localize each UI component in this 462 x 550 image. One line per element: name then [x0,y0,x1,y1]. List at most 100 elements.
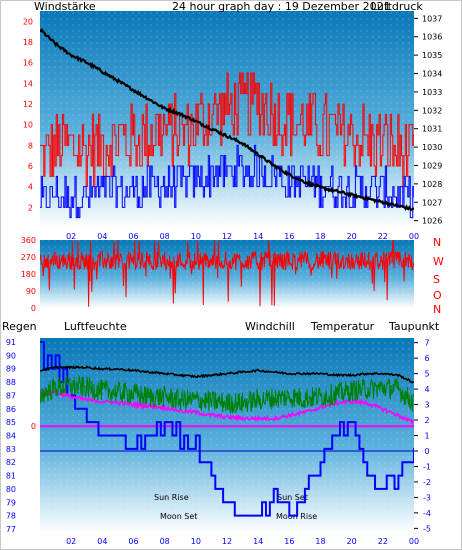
x-tick-label-bottom: 02 [66,537,76,546]
legend-taupunkt: Taupunkt [388,320,440,333]
x-tick-label-top: 22 [378,232,388,241]
x-tick-label-top: 14 [253,232,263,241]
x-tick-label-top: 12 [222,232,232,241]
humidity-tick-label: 82 [6,458,16,467]
wind-tick-label: 16 [23,59,33,68]
pressure-tick-label: 1027 [422,198,442,207]
x-tick-label-bottom: 12 [222,537,232,546]
compass-label: O [433,289,442,302]
wind-tick-label: 4 [28,183,33,192]
temperature-series [40,365,414,384]
pressure-tick-label: 1035 [422,51,442,60]
temp-tick-label: -1 [423,462,431,471]
rain-tick-label: 0 [31,422,36,431]
humidity-tick-label: 83 [6,445,16,454]
wind-direction-series [40,240,414,307]
wind-pressure-plot [40,28,414,219]
humidity-tick-label: 84 [6,432,16,441]
x-tick-label-top: 00 [409,232,419,241]
pressure-series [40,28,414,212]
humidity-tick-label: 89 [6,365,16,374]
compass-label: N [433,303,441,316]
sun-rise-label: Sun Rise [154,493,189,502]
x-tick-label-bottom: 10 [191,537,201,546]
compass-label: S [433,273,440,286]
temp-tick-label: 0 [424,447,429,456]
x-tick-label-bottom: 14 [253,537,263,546]
x-tick-label-top: 20 [347,232,357,241]
legend-windchill: Windchill [245,320,295,333]
dewpoint-series [40,388,414,426]
wind-tick-label: 2 [28,203,33,212]
humidity-tick-label: 87 [6,391,16,400]
humidity-tick-label: 86 [6,405,16,414]
pressure-tick-label: 1032 [422,106,442,115]
x-tick-label-top: 10 [191,232,201,241]
temp-tick-label: 5 [424,370,429,379]
x-tick-label-bottom: 04 [97,537,107,546]
x-tick-label-bottom: 22 [378,537,388,546]
temp-tick-label: 3 [424,401,429,410]
temp-tick-label: -5 [423,524,431,533]
legend-luftfeuchte: Luftfeuchte [64,320,127,333]
direction-tick-label: 270 [21,253,36,262]
x-tick-label-top: 06 [128,232,138,241]
temp-humidity-plot [40,341,414,517]
pressure-tick-label: 1034 [422,70,442,79]
humidity-tick-label: 90 [6,351,16,360]
legend-temperatur: Temperatur [310,320,375,333]
x-tick-label-bottom: 20 [347,537,357,546]
x-tick-label-bottom: 16 [284,537,294,546]
graph-title: 24 hour graph day : 19 Dezember 2021 [172,0,391,13]
humidity-tick-label: 77 [6,525,16,534]
x-tick-label-bottom: 06 [128,537,138,546]
moon-set-label: Moon Set [160,512,197,521]
wind-tick-label: 8 [28,141,33,150]
direction-tick-label: 360 [21,236,36,245]
wind-tick-label: 6 [28,162,33,171]
wind-direction-plot [40,240,414,307]
temp-tick-label: 1 [424,432,429,441]
temp-tick-label: 6 [424,354,429,363]
humidity-tick-label: 81 [6,472,16,481]
pressure-tick-label: 1030 [422,143,442,152]
x-tick-label-bottom: 08 [160,537,170,546]
x-tick-label-top: 08 [160,232,170,241]
wind-tick-label: 14 [23,79,33,88]
luftdruck-label: Luftdruck [371,0,423,13]
humidity-tick-label: 88 [6,378,16,387]
humidity-series [40,341,414,517]
temp-tick-label: -3 [423,493,431,502]
wind-average-series [40,144,414,219]
direction-tick-label: 180 [21,270,36,279]
pressure-tick-label: 1029 [422,161,442,170]
wind-tick-label: 10 [23,121,33,130]
temp-tick-label: -4 [423,509,431,518]
humidity-tick-label: 80 [6,485,16,494]
axes-layer: 2018161412108642103710361035103410331032… [6,14,444,546]
pressure-tick-label: 1028 [422,180,442,189]
wind-tick-label: 20 [23,17,33,26]
pressure-tick-label: 1026 [422,217,442,226]
direction-tick-label: 90 [26,287,36,296]
pressure-tick-label: 1037 [422,14,442,23]
pressure-tick-label: 1036 [422,33,442,42]
temp-tick-label: 2 [424,416,429,425]
humidity-tick-label: 85 [6,418,16,427]
legend-regen: Regen [2,320,37,333]
windchill-series [40,374,414,414]
humidity-tick-label: 78 [6,512,16,521]
temp-tick-label: 4 [424,385,429,394]
x-tick-label-bottom: 18 [315,537,325,546]
x-tick-label-bottom: 00 [409,537,419,546]
pressure-tick-label: 1031 [422,125,442,134]
temp-tick-label: -2 [423,478,431,487]
humidity-tick-label: 91 [6,338,16,347]
compass-label: N [433,236,441,249]
humidity-tick-label: 79 [6,498,16,507]
x-tick-label-top: 02 [66,232,76,241]
compass-label: W [433,255,444,268]
wind-tick-label: 18 [23,38,33,47]
temp-tick-label: 7 [424,339,429,348]
